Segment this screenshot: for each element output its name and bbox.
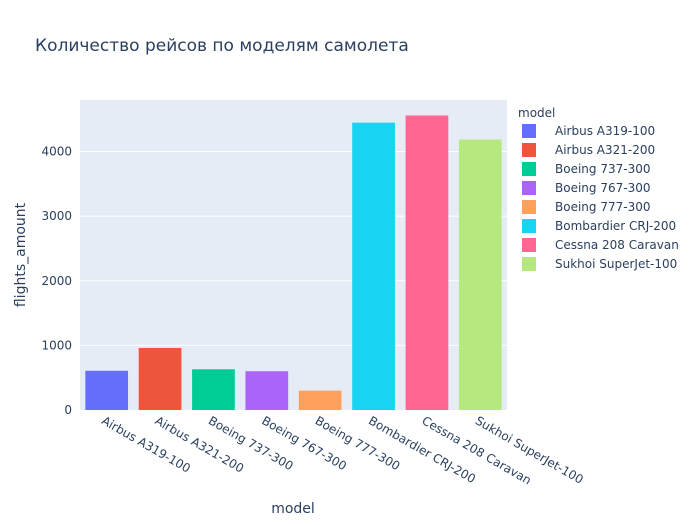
- legend-swatch: [522, 162, 536, 176]
- bar: [245, 371, 289, 410]
- bar: [298, 390, 342, 410]
- y-tick-label: 3000: [41, 209, 72, 223]
- bar: [405, 115, 449, 410]
- chart-title: Количество рейсов по моделям самолета: [35, 36, 409, 56]
- bar: [138, 347, 182, 410]
- legend-entry: Airbus A321-200: [555, 143, 655, 157]
- bar: [85, 370, 129, 410]
- y-axis-label: flights_amount: [13, 202, 29, 307]
- y-tick-label: 2000: [41, 274, 72, 288]
- legend-swatch: [522, 200, 536, 214]
- legend-swatch: [522, 219, 536, 233]
- x-tick-label: Airbus A319-100: [99, 413, 193, 475]
- bar: [458, 139, 502, 410]
- y-tick-label: 4000: [41, 145, 72, 159]
- legend-entry: Cessna 208 Caravan: [555, 238, 679, 252]
- legend-entry: Airbus A319-100: [555, 124, 655, 138]
- legend-entry: Bombardier CRJ-200: [555, 219, 676, 233]
- legend-entry: Boeing 777-300: [555, 200, 650, 214]
- x-axis-label: model: [271, 501, 315, 517]
- legend-entry: Boeing 737-300: [555, 162, 650, 176]
- x-tick-label: Airbus A321-200: [153, 413, 247, 475]
- y-tick-label: 0: [64, 403, 72, 417]
- legend-swatch: [522, 124, 536, 138]
- y-axis-ticks: 0 1000 2000 3000 4000: [41, 145, 72, 417]
- legend-swatch: [522, 257, 536, 271]
- legend-title: model: [518, 106, 555, 120]
- legend-entry: Sukhoi SuperJet-100: [555, 257, 677, 271]
- legend: model Airbus A319-100 Airbus A321-200 Boei…: [518, 106, 679, 271]
- legend-entry: Boeing 767-300: [555, 181, 650, 195]
- legend-swatch: [522, 181, 536, 195]
- y-tick-label: 1000: [41, 338, 72, 352]
- legend-swatch: [522, 238, 536, 252]
- bars: [85, 115, 502, 411]
- legend-swatch: [522, 143, 536, 157]
- bar: [192, 369, 235, 410]
- bar: [352, 122, 395, 411]
